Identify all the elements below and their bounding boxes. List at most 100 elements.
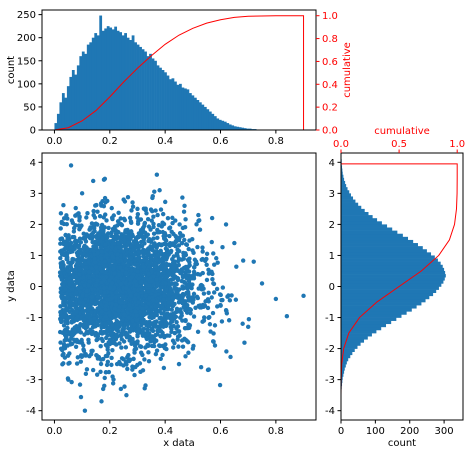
scatter-point [128, 255, 134, 261]
scatter-point [69, 218, 75, 223]
scatter-point [98, 314, 103, 320]
scatter-point [110, 323, 115, 328]
scatter-point [98, 302, 103, 307]
right-y-ticks: -4 -3 -2 -1 0 1 2 3 4 [325, 158, 341, 417]
scatter-point [189, 276, 195, 281]
scatter-point [149, 254, 154, 260]
scatter-point [140, 368, 146, 373]
scatter-point [242, 340, 247, 345]
scatter-point [161, 365, 167, 371]
scatter-point [105, 326, 111, 332]
scatter-point [60, 352, 65, 358]
scatter-point [151, 243, 157, 249]
scatter-point [95, 209, 100, 214]
scatter-point [113, 312, 118, 317]
scatter-point [170, 215, 175, 221]
scatter-point [130, 364, 135, 369]
scatter-point [108, 263, 113, 268]
right-histogram-bar [341, 218, 378, 222]
scatter-point [99, 325, 104, 330]
scatter-point [79, 285, 84, 290]
scatter-point [125, 322, 130, 328]
scatter-point [64, 221, 69, 227]
scatter-point [141, 265, 147, 270]
scatter-point [61, 303, 66, 308]
top-y2-tick-label: 0.4 [322, 80, 338, 91]
top-histogram-bar [91, 37, 95, 130]
scatter-point [284, 313, 290, 319]
scatter-point [83, 371, 89, 377]
scatter-point [135, 362, 140, 368]
scatter-point [146, 359, 152, 364]
scatter-point [207, 322, 213, 327]
right-histogram-bar [341, 320, 392, 325]
scatter-point [122, 304, 127, 309]
right-histogram-bar [341, 342, 361, 346]
scatter-point [58, 317, 63, 322]
scatter-point [106, 225, 111, 231]
scatter-point [148, 244, 153, 249]
right-x-ticks: 0 100 200 300 [338, 420, 454, 437]
scatter-point [110, 348, 115, 353]
scatter-point [85, 247, 90, 252]
scatter-point [145, 327, 150, 333]
right-histogram-bar [341, 243, 418, 247]
scatter-point [136, 219, 141, 224]
scatter-point [59, 236, 65, 241]
scatter-y-tick-label: 0 [30, 282, 36, 293]
top-histogram-bar [76, 65, 80, 130]
scatter-point [189, 285, 194, 291]
top-histogram-bar [126, 37, 130, 130]
scatter-point [210, 271, 215, 277]
scatter-point [77, 272, 82, 277]
scatter-point [154, 348, 160, 353]
scatter-point [75, 317, 80, 323]
scatter-point [126, 352, 131, 358]
scatter-point [135, 339, 140, 344]
scatter-point [65, 306, 70, 311]
scatter-point [86, 269, 92, 275]
top-histogram-bar [101, 30, 105, 131]
scatter-point [132, 279, 138, 284]
scatter-point [125, 240, 131, 245]
scatter-point [173, 263, 179, 268]
right-y-tick-label: 3 [329, 189, 335, 200]
scatter-point [107, 278, 113, 283]
scatter-point [73, 267, 78, 272]
right-histogram-bar [341, 233, 403, 238]
scatter-point [170, 220, 175, 226]
scatter-point [211, 251, 216, 256]
scatter-point [110, 301, 115, 307]
scatter-point [109, 230, 114, 235]
top-y2-label: cumulative [342, 42, 353, 98]
scatter-point [102, 259, 108, 264]
scatter-point [149, 337, 154, 342]
right-x2-tick-label: 1.0 [449, 139, 465, 150]
scatter-point [111, 339, 116, 344]
right-x2-label: cumulative [374, 126, 430, 137]
right-histogram-bar [341, 361, 347, 365]
scatter-point [175, 337, 180, 342]
scatter-point [174, 282, 179, 287]
scatter-point [204, 251, 210, 257]
top-x-tick-label: 0.4 [157, 136, 173, 147]
scatter-point [116, 308, 122, 313]
scatter-point [97, 213, 103, 219]
scatter-point [209, 295, 214, 300]
top-histogram-bar [223, 121, 227, 130]
scatter-point [217, 292, 223, 297]
right-histogram-bar [341, 190, 350, 194]
scatter-point [211, 331, 216, 336]
scatter-point [121, 312, 127, 317]
scatter-point [77, 218, 82, 223]
scatter-point [89, 310, 94, 315]
scatter-point [73, 238, 78, 243]
scatter-point [156, 288, 162, 293]
scatter-point [206, 271, 212, 276]
scatter-point [112, 224, 118, 229]
scatter-point [186, 350, 191, 355]
scatter-point [93, 203, 98, 208]
scatter-point [105, 359, 111, 365]
top-histogram-bar [169, 79, 172, 130]
scatter-point [149, 218, 154, 223]
